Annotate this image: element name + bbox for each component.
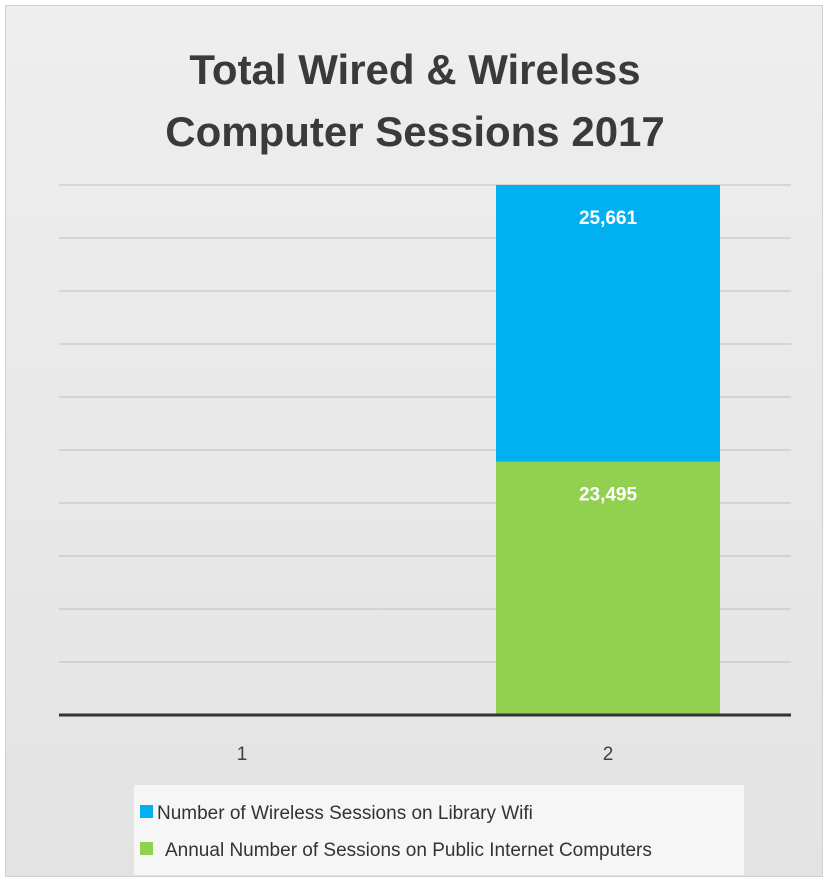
legend-item-public: Annual Number of Sessions on Public Inte… <box>140 840 652 862</box>
legend-label-wireless: Number of Wireless Sessions on Library W… <box>157 803 533 824</box>
x-tick-label: 2 <box>603 744 614 765</box>
legend-label-public: Annual Number of Sessions on Public Inte… <box>165 840 652 861</box>
legend-swatch-wireless <box>140 805 153 819</box>
chart-area: Total Wired & Wireless Computer Sessions… <box>5 5 823 877</box>
data-label: 25,661 <box>579 208 638 229</box>
bar-segment <box>496 185 720 462</box>
legend-swatch-public <box>140 842 153 856</box>
bar-segment <box>496 461 720 715</box>
chart-title-line-2: Computer Sessions 2017 <box>165 108 665 155</box>
legend: Number of Wireless Sessions on Library W… <box>134 785 744 875</box>
plot-area: 1 23,495 25,661 2 <box>59 184 791 765</box>
data-label: 23,495 <box>579 485 638 506</box>
x-tick-label: 1 <box>237 744 248 765</box>
legend-item-wireless: Number of Wireless Sessions on Library W… <box>140 803 533 825</box>
chart-title-line-1: Total Wired & Wireless <box>189 46 641 93</box>
